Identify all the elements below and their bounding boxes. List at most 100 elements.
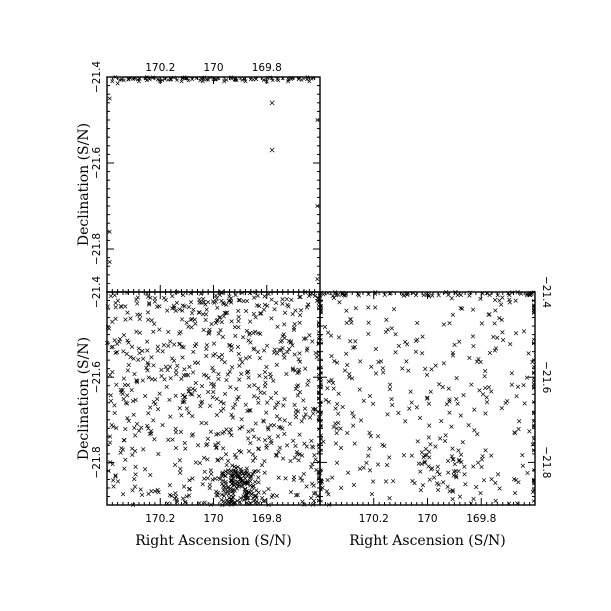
data-point	[447, 489, 452, 494]
data-point	[162, 77, 167, 81]
data-point	[303, 366, 308, 371]
data-point	[529, 291, 534, 297]
data-point	[425, 396, 430, 401]
data-point	[248, 77, 253, 82]
data-point	[531, 499, 536, 503]
data-point	[411, 290, 416, 296]
data-point	[309, 438, 314, 444]
data-point	[144, 78, 149, 83]
data-point	[122, 78, 126, 83]
data-point	[185, 75, 189, 80]
data-point	[313, 350, 318, 356]
data-point	[110, 319, 115, 324]
data-point	[463, 482, 468, 487]
data-point	[228, 473, 234, 478]
data-point	[284, 371, 289, 377]
data-point	[384, 462, 390, 468]
data-point	[133, 472, 138, 477]
data-point	[190, 392, 195, 397]
data-point	[520, 463, 526, 468]
data-point	[173, 368, 179, 373]
data-point	[179, 413, 184, 418]
data-point	[177, 458, 182, 463]
data-point	[218, 327, 223, 333]
data-point	[184, 406, 190, 411]
data-point	[168, 339, 173, 344]
data-point	[531, 311, 536, 315]
data-point	[107, 96, 112, 101]
data-point	[214, 446, 219, 451]
data-point	[173, 430, 179, 435]
data-point	[228, 499, 234, 505]
data-point	[345, 470, 351, 475]
data-point	[325, 386, 330, 391]
data-point	[353, 339, 358, 344]
data-point	[141, 356, 146, 361]
data-point	[236, 298, 241, 303]
x-tick-label: 170	[417, 513, 437, 525]
data-point	[152, 489, 158, 494]
data-point	[113, 474, 118, 479]
data-point	[300, 478, 305, 483]
data-point	[224, 78, 229, 82]
data-point	[211, 389, 216, 395]
data-point	[187, 493, 192, 498]
data-point	[255, 293, 260, 298]
data-point	[215, 457, 221, 462]
data-point	[132, 476, 137, 482]
data-point	[170, 437, 175, 442]
data-point	[319, 386, 323, 389]
data-point	[422, 453, 427, 458]
data-point	[178, 466, 183, 472]
data-point	[450, 497, 455, 502]
data-point	[225, 372, 230, 377]
data-point	[264, 400, 270, 405]
data-point	[215, 305, 220, 310]
data-point	[256, 446, 261, 452]
data-point	[369, 491, 375, 497]
data-point	[531, 448, 536, 452]
data-point	[513, 431, 518, 436]
data-point	[436, 482, 441, 487]
data-point	[208, 468, 213, 473]
data-point	[297, 432, 302, 437]
data-point	[107, 229, 112, 234]
data-point	[218, 399, 223, 404]
data-point	[205, 457, 210, 462]
data-point	[531, 337, 536, 342]
data-point	[187, 486, 192, 491]
data-point	[492, 297, 498, 303]
data-point	[492, 321, 497, 326]
data-point	[130, 398, 136, 404]
data-point	[304, 484, 309, 489]
data-point	[220, 446, 226, 451]
data-point	[132, 425, 137, 430]
data-point	[428, 467, 434, 472]
data-point	[160, 422, 165, 428]
data-point	[380, 442, 385, 447]
data-point	[273, 390, 278, 396]
data-point	[344, 351, 349, 356]
data-point	[244, 491, 249, 496]
data-point	[311, 498, 317, 504]
data-point	[249, 488, 254, 494]
data-point	[295, 452, 300, 457]
data-point	[499, 405, 504, 411]
data-point	[110, 344, 115, 349]
data-point	[237, 448, 242, 454]
data-point	[264, 364, 269, 370]
data-point	[144, 75, 149, 79]
data-point	[391, 478, 396, 484]
data-point	[423, 446, 428, 452]
data-point	[107, 372, 113, 378]
data-point	[165, 367, 170, 373]
data-point	[204, 307, 209, 312]
data-point	[417, 415, 423, 421]
data-point	[233, 292, 238, 298]
data-point	[228, 427, 233, 432]
data-point	[531, 304, 536, 309]
data-point	[319, 478, 323, 482]
data-point	[315, 493, 320, 499]
data-point	[420, 351, 425, 356]
data-point	[478, 296, 483, 301]
